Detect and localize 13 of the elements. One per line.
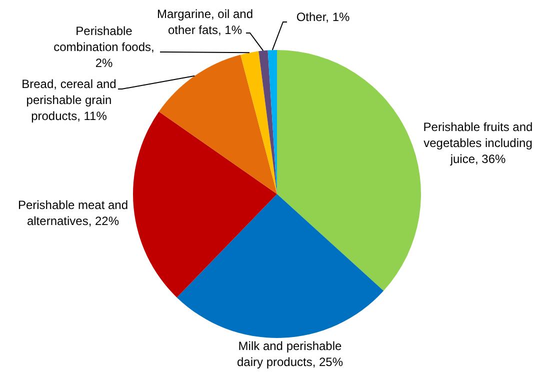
slice-label: Milk and perishable dairy products, 25% [236,339,344,370]
slice-label: Other, 1% [296,10,350,24]
pie-slice [158,54,277,194]
pie-slice [176,194,384,338]
pie-slice [277,50,421,291]
slice-label: Margarine, oil and other fats, 1% [156,7,254,38]
pie-slice [258,50,277,194]
slice-label: Bread, cereal and perishable grain products, 11% [22,77,116,124]
pie-slice [133,112,277,298]
slice-label: Perishable meat and alternatives, 22% [18,198,128,228]
slice-label: Perishable combination foods, 2% [54,24,154,70]
pie-slice [240,51,277,194]
slice-label: Perishable fruits and vegetables including juice, 36% [423,120,533,166]
